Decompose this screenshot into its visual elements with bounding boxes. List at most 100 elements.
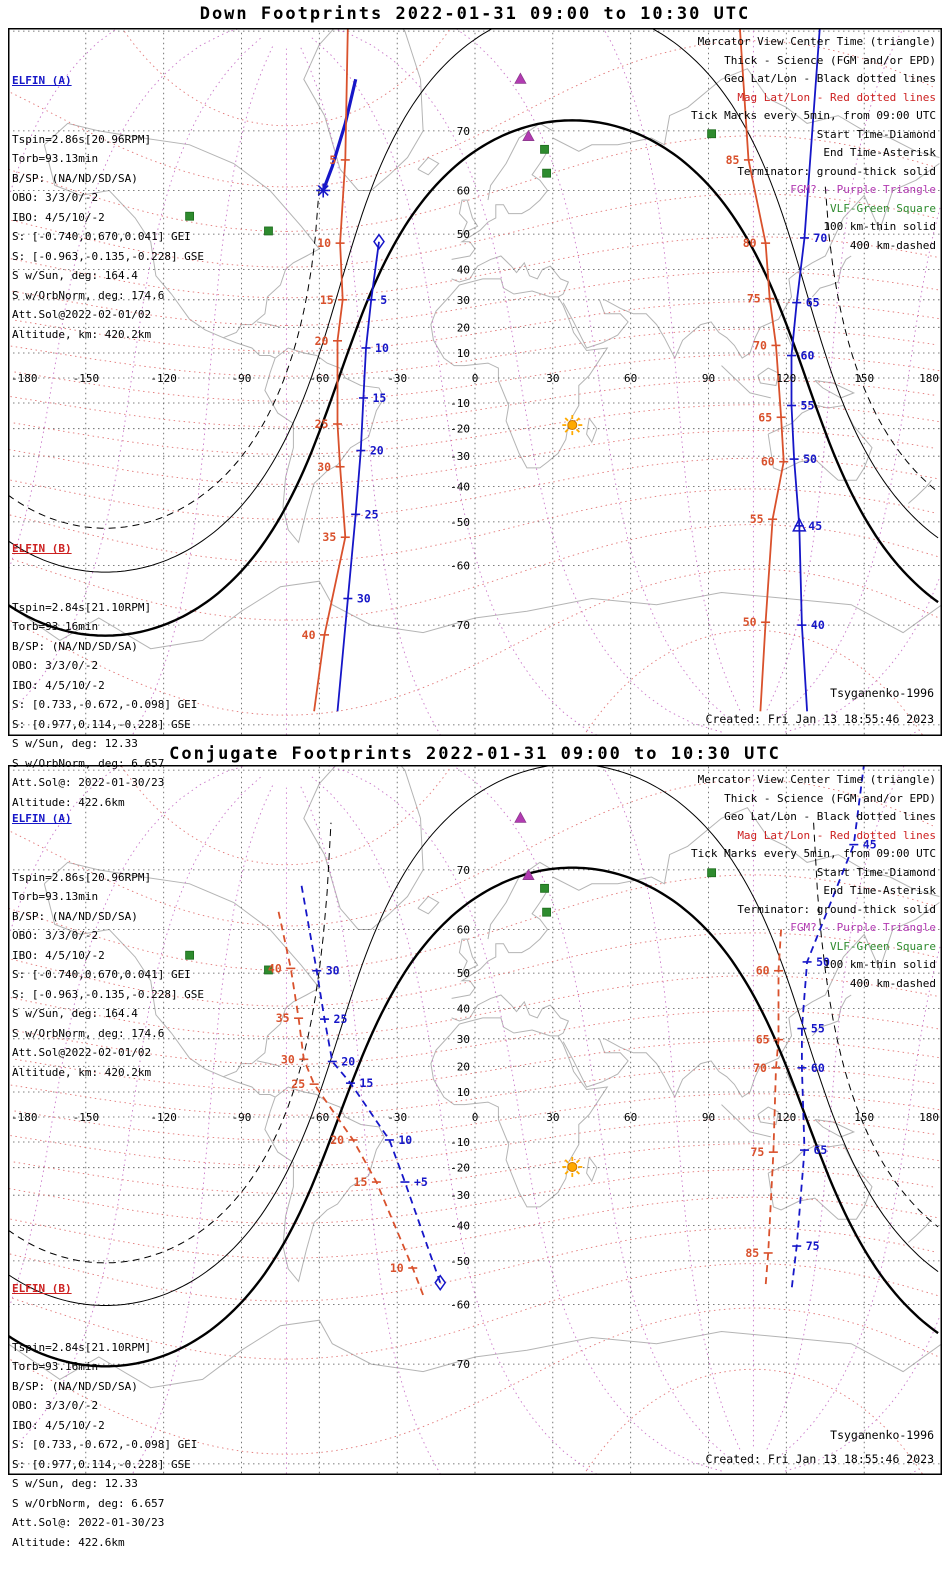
minute-tick-label: 60: [761, 455, 775, 469]
minute-tick-label: 60: [801, 349, 815, 363]
legend-line: 100 km-thin solid: [823, 958, 936, 971]
minute-tick-label: 5: [380, 293, 387, 307]
svg-text:0: 0: [472, 1111, 479, 1124]
elfin-b-info-line: Torb=93.16min: [12, 620, 99, 633]
track-elfin-b-conj-right: 60 65 70 75 85: [745, 929, 784, 1286]
minute-tick-label: 70: [813, 231, 827, 245]
minute-tick-label: 55: [811, 1022, 825, 1036]
minute-tick-label: +5: [414, 1175, 428, 1189]
track-elfin-a-conj-right: 45 50 55 60 65 75: [790, 766, 877, 1291]
svg-text:50: 50: [457, 228, 470, 241]
minute-tick-label: 25: [365, 507, 379, 521]
start-time-diamond-icon: [373, 233, 385, 250]
legend-line: Mag Lat/Lon - Red dotted lines: [737, 828, 936, 842]
elfin-b-header: ELFIN (B): [12, 1282, 72, 1295]
svg-text:-60: -60: [450, 560, 470, 573]
legend-line: End Time-Asterisk: [823, 146, 936, 159]
elfin-b-info-line: Altitude: 422.6km: [12, 1535, 125, 1549]
elfin-a-info-line: B/SP: (NA/ND/SD/SA): [12, 909, 138, 923]
elfin-b-info-line: S w/Sun, deg: 12.33: [12, 737, 138, 750]
ground-stations: [185, 72, 717, 236]
legend-line: VLF-Green Square: [830, 201, 936, 215]
elfin-b-info-line: B/SP: (NA/ND/SD/SA): [12, 1379, 138, 1393]
minute-tick-label: 45: [863, 838, 877, 852]
svg-text:-10: -10: [450, 1136, 470, 1149]
svg-text:-30: -30: [387, 1111, 407, 1124]
svg-text:-180: -180: [11, 372, 38, 385]
minute-tick-label: 20: [370, 444, 384, 458]
minute-tick-label: 55: [750, 512, 764, 526]
elfin-a-info-line: Att.Sol@2022-02-01/02: [12, 308, 152, 321]
svg-text:-50: -50: [450, 1255, 470, 1268]
vlf-station-square-icon: [707, 868, 717, 878]
elfin-a-info: ELFIN (A) Tspin=2.86s[20.96RPM] Torb=93.1…: [12, 32, 204, 383]
svg-text:0: 0: [472, 372, 479, 385]
geo-grid: [9, 766, 941, 1474]
center-time-triangle-icon: [792, 517, 807, 532]
svg-text:-70: -70: [450, 619, 470, 632]
minute-tick-label: 70: [753, 338, 767, 352]
map-layers: 5 10 15 20 25 30 40 45 50 55 60 65 70 5 10 15 20 25 30 35 40…: [9, 29, 941, 735]
down-footprints-map: 5 10 15 20 25 30 40 45 50 55 60 65 70 5 10 15 20 25 30 35 40…: [8, 28, 942, 736]
minute-tick-label: 25: [334, 1012, 348, 1026]
minute-tick-label: 65: [756, 1033, 770, 1047]
conjugate-footprints-panel: Conjugate Footprints 2022-01-31 09:00 to…: [0, 738, 950, 1549]
svg-text:30: 30: [546, 1111, 559, 1124]
svg-text:20: 20: [457, 321, 470, 334]
elfin-a-header: ELFIN (A): [12, 74, 72, 87]
legend-line: VLF-Green Square: [830, 939, 936, 953]
vlf-station-square-icon: [542, 168, 552, 178]
minute-tick-label: 55: [801, 399, 815, 413]
elfin-b-info-line: Torb=93.16min: [12, 1360, 99, 1373]
elfin-a-info-line: S w/Sun, deg: 164.4: [12, 1007, 138, 1020]
minute-tick-label: 35: [276, 1011, 290, 1025]
minute-tick-label: 10: [390, 1261, 404, 1275]
down-panel-title: Down Footprints 2022-01-31 09:00 to 10:3…: [199, 4, 751, 24]
track-elfin-b-right: 50 55 60 65 70 75 80 85: [726, 29, 789, 712]
terminator-curves: [9, 766, 939, 1368]
minute-tick-label: 15: [372, 391, 386, 405]
svg-text:180: 180: [919, 1111, 939, 1124]
svg-text:60: 60: [457, 923, 470, 936]
svg-text:-60: -60: [309, 1111, 329, 1124]
elfin-b-info-line: S w/Sun, deg: 12.33: [12, 1477, 138, 1490]
elfin-b-info-lines: Tspin=2.84s[21.10RPM] Torb=93.16min B/SP: …: [12, 1338, 197, 1553]
minute-tick-label: 5: [329, 153, 336, 167]
elfin-b-info-line: Tspin=2.84s[21.10RPM]: [12, 600, 152, 614]
elfin-b-info-line: OBO: 3/3/0/-2: [12, 659, 99, 672]
fgm-station-triangle-icon: [522, 868, 535, 880]
svg-text:-150: -150: [73, 1111, 100, 1124]
track-elfin-a-science-end: [316, 78, 358, 198]
elfin-a-info-line: S w/OrbNorm, deg: 174.6: [12, 288, 165, 302]
minute-tick-label: 65: [806, 296, 820, 310]
svg-text:150: 150: [854, 1111, 874, 1124]
map-border: [8, 28, 942, 736]
svg-text:-20: -20: [450, 1162, 470, 1175]
elfin-a-info: ELFIN (A) Tspin=2.86s[20.96RPM] Torb=93.1…: [12, 770, 204, 1121]
elfin-a-info-line: Altitude, km: 420.2km: [12, 327, 152, 341]
minute-tick-label: 75: [747, 292, 761, 306]
minute-tick-label: 45: [808, 519, 822, 533]
elfin-a-info-line: S w/Sun, deg: 164.4: [12, 269, 138, 282]
legend-line: Tick Marks every 5min, from 09:00 UTC: [690, 847, 936, 860]
legend-line: 400 km-dashed: [849, 238, 936, 252]
svg-text:-90: -90: [232, 372, 252, 385]
fgm-station-triangle-icon: [522, 129, 535, 141]
elfin-b-info-line: S: [0.733,-0.672,-0.098] GEI: [12, 1438, 198, 1451]
svg-text:-30: -30: [450, 1189, 470, 1202]
minute-tick-label: 70: [753, 1061, 767, 1075]
svg-text:120: 120: [776, 1111, 796, 1124]
vlf-station-square-icon: [542, 907, 552, 917]
vlf-station-square-icon: [185, 211, 195, 221]
mag-grid: [9, 29, 941, 735]
minute-tick-label: 10: [317, 236, 331, 250]
minute-tick-label: 50: [803, 452, 817, 466]
minute-tick-label: 20: [315, 334, 329, 348]
svg-text:-30: -30: [387, 372, 407, 385]
elfin-b-info-line: Att.Sol@: 2022-01-30/23: [12, 776, 165, 789]
vlf-station-square-icon: [264, 965, 273, 975]
elfin-a-info-line: OBO: 3/3/0/-2: [12, 191, 99, 204]
elfin-a-info-line: Torb=93.13min: [12, 890, 99, 903]
legend: Mercator View Center Time (triangle) Thic…: [691, 33, 936, 255]
svg-text:150: 150: [854, 372, 874, 385]
